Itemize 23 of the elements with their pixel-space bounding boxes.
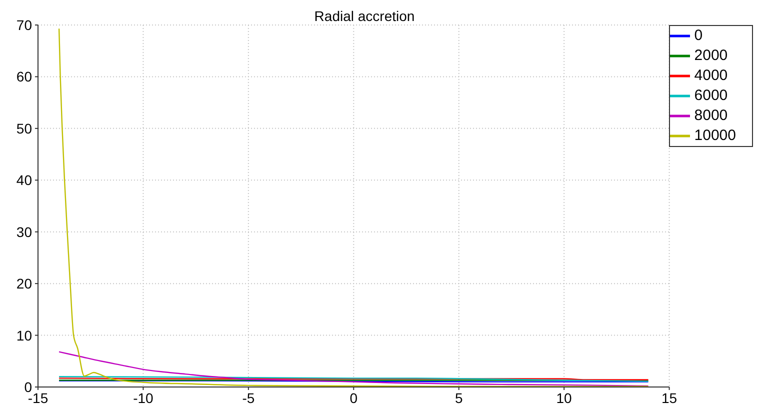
x-tick-label: -5	[242, 390, 255, 406]
legend-label: 8000	[694, 106, 728, 124]
legend-label: 10000	[694, 126, 736, 144]
y-tick-label: 60	[16, 68, 32, 85]
legend-label: 2000	[694, 46, 728, 64]
x-tick-label: 15	[661, 390, 678, 406]
line-series	[58, 28, 649, 387]
line-series	[58, 351, 649, 387]
y-tick-label: 50	[16, 120, 32, 136]
x-tick-label: 10	[556, 390, 572, 406]
y-tick-label: 20	[16, 276, 32, 292]
y-tick-label: 30	[16, 224, 32, 240]
y-tick-label: 40	[16, 172, 32, 188]
legend-label: 0	[694, 26, 703, 44]
x-tick-label: 0	[350, 390, 358, 406]
legend-label: 6000	[694, 86, 728, 104]
legend-label: 4000	[694, 66, 728, 84]
y-tick-label: 10	[16, 327, 32, 344]
chart-title: Radial accretion	[313, 8, 416, 24]
y-tick-label: 70	[16, 16, 32, 33]
x-tick-label: -10	[133, 390, 154, 406]
y-tick-label: 0	[24, 378, 32, 395]
x-tick-label: 5	[454, 390, 463, 406]
